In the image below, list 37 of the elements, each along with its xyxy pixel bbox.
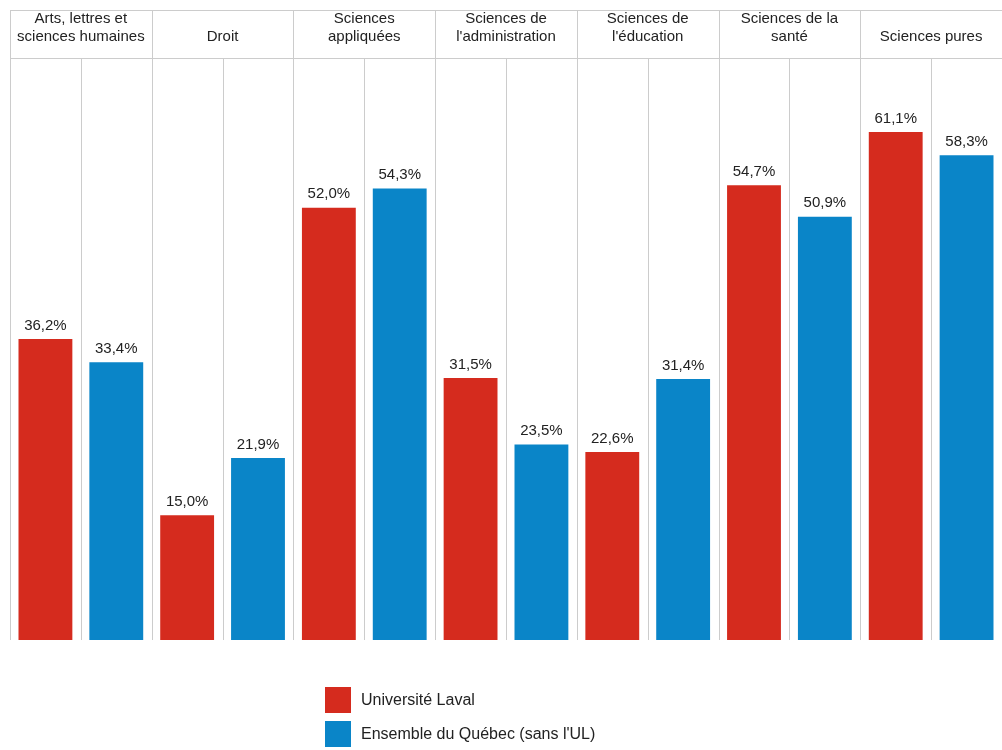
bar (443, 378, 498, 640)
x-tick-label: Sciences de l'administration (456, 9, 556, 45)
x-tick-label: Droit (206, 27, 240, 45)
data-label: 31,4% (661, 355, 705, 373)
bar (727, 185, 781, 640)
bar (656, 378, 711, 640)
bar (301, 207, 356, 640)
bar (160, 515, 215, 640)
legend-label: Ensemble du Québec (sans l'UL) (361, 725, 596, 743)
bar (18, 339, 73, 640)
data-label: 61,1% (874, 108, 917, 126)
bar (868, 132, 923, 640)
data-label: 54,7% (732, 161, 776, 179)
data-label: 58,3% (945, 131, 988, 149)
data-label: 15,0% (165, 491, 209, 509)
bar (372, 188, 427, 640)
data-label: 52,0% (307, 184, 351, 202)
bar (797, 216, 852, 640)
x-tick-label: Sciences de la santé (740, 9, 839, 45)
x-tick-label: Arts, lettres et sciences humaines (17, 9, 145, 45)
data-label: 31,5% (449, 354, 492, 372)
data-label: 21,9% (236, 434, 280, 452)
x-tick-label: Sciences de l'éducation (606, 9, 689, 45)
data-label: 22,6% (591, 428, 634, 446)
legend-label: Université Laval (361, 691, 475, 709)
bar (231, 457, 285, 640)
data-label: 50,9% (803, 193, 847, 211)
bar (585, 452, 640, 640)
data-label: 36,2% (24, 315, 67, 333)
data-label: 54,3% (378, 165, 421, 183)
x-tick-label: Sciences pures (879, 27, 983, 45)
bar (514, 444, 569, 640)
x-tick-label: Sciences appliquées (328, 9, 401, 45)
bar (939, 155, 994, 640)
data-label: 23,5% (520, 421, 563, 439)
bar (89, 362, 144, 640)
data-label: 33,4% (95, 338, 138, 356)
